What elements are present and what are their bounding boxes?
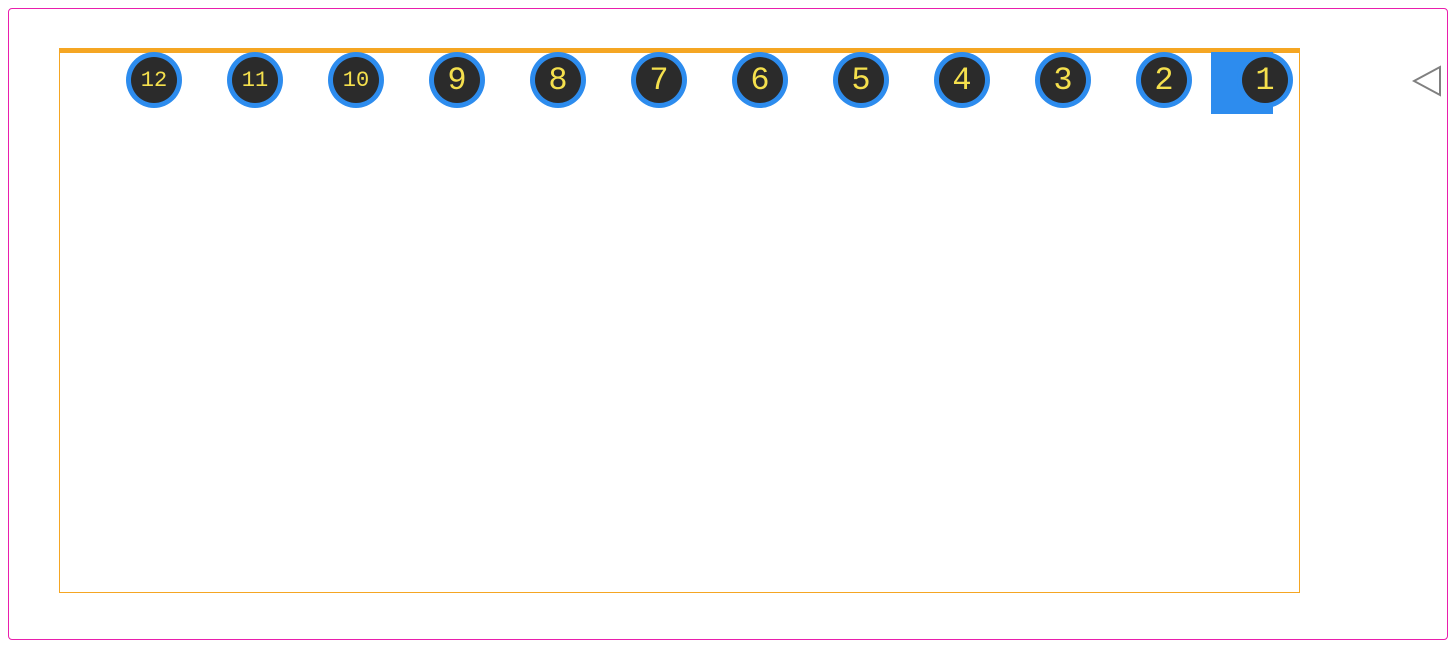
pin-outer-ring: 10 xyxy=(328,52,384,108)
pin-label: 6 xyxy=(750,62,769,99)
pin-outer-ring: 4 xyxy=(934,52,990,108)
pin-7: 7 xyxy=(631,52,687,108)
pin-8: 8 xyxy=(530,52,586,108)
pin-inner-circle: 5 xyxy=(838,57,884,103)
pin-9: 9 xyxy=(429,52,485,108)
pin-12: 12 xyxy=(126,52,182,108)
pin-4: 4 xyxy=(934,52,990,108)
pin-inner-circle: 4 xyxy=(939,57,985,103)
pin-label: 10 xyxy=(343,68,369,93)
pin-outer-ring: 9 xyxy=(429,52,485,108)
pin-label: 12 xyxy=(141,68,167,93)
pin-outer-ring: 12 xyxy=(126,52,182,108)
pin-label: 4 xyxy=(952,62,971,99)
pin-outer-ring: 8 xyxy=(530,52,586,108)
pin-label: 1 xyxy=(1255,62,1274,99)
pin-outer-ring: 1 xyxy=(1237,52,1293,108)
pin-label: 9 xyxy=(447,62,466,99)
component-box xyxy=(59,52,1300,593)
pin-inner-circle: 3 xyxy=(1040,57,1086,103)
pin-outer-ring: 3 xyxy=(1035,52,1091,108)
pin-inner-circle: 6 xyxy=(737,57,783,103)
pin-outer-ring: 5 xyxy=(833,52,889,108)
pin-inner-circle: 1 xyxy=(1242,57,1288,103)
pin-inner-circle: 11 xyxy=(232,57,278,103)
pin-1: 1 xyxy=(1237,52,1293,108)
pin-outer-ring: 11 xyxy=(227,52,283,108)
pin-label: 7 xyxy=(649,62,668,99)
pin-label: 11 xyxy=(242,68,268,93)
pin-outer-ring: 6 xyxy=(732,52,788,108)
pin-3: 3 xyxy=(1035,52,1091,108)
pin-inner-circle: 2 xyxy=(1141,57,1187,103)
pin-5: 5 xyxy=(833,52,889,108)
pin-label: 2 xyxy=(1154,62,1173,99)
pin-6: 6 xyxy=(732,52,788,108)
pin-label: 5 xyxy=(851,62,870,99)
pin-inner-circle: 9 xyxy=(434,57,480,103)
pin-inner-circle: 12 xyxy=(131,57,177,103)
pin-inner-circle: 8 xyxy=(535,57,581,103)
pin-outer-ring: 7 xyxy=(631,52,687,108)
pin-11: 11 xyxy=(227,52,283,108)
pin-inner-circle: 7 xyxy=(636,57,682,103)
pin-outer-ring: 2 xyxy=(1136,52,1192,108)
pin-label: 3 xyxy=(1053,62,1072,99)
pin-inner-circle: 10 xyxy=(333,57,379,103)
pin-10: 10 xyxy=(328,52,384,108)
pin-2: 2 xyxy=(1136,52,1192,108)
pin-label: 8 xyxy=(548,62,567,99)
